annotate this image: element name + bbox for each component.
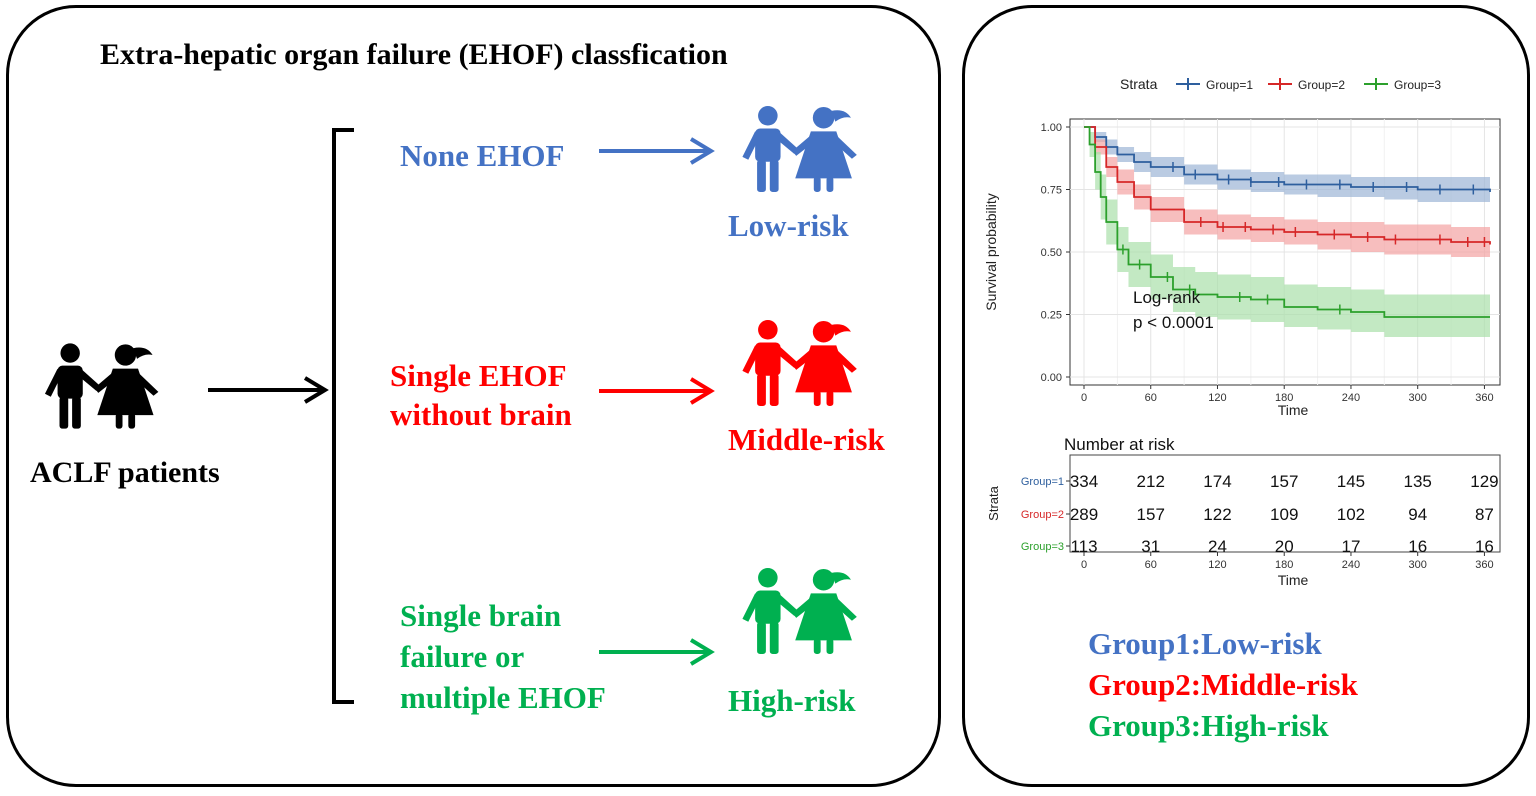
low-risk-label: Low-risk bbox=[728, 208, 849, 243]
bracket bbox=[332, 128, 354, 704]
risk-cell-group3: 31 bbox=[1141, 537, 1160, 556]
branch-brain-line3: multiple EHOF bbox=[400, 680, 606, 715]
risk-cell-group3: 20 bbox=[1275, 537, 1294, 556]
risk-cell-group1: 174 bbox=[1203, 472, 1231, 491]
branch-brain-line1: Single brain bbox=[400, 598, 562, 633]
branch-high-arrow bbox=[599, 638, 715, 666]
high-risk-couple-icon bbox=[742, 568, 857, 655]
risk-cell-group3: 16 bbox=[1408, 537, 1427, 556]
risk-row-label-1: Group=1 bbox=[1021, 476, 1064, 488]
x-tick-label: 180 bbox=[1275, 392, 1293, 404]
y-tick-label: 0.50 bbox=[1041, 247, 1062, 259]
kaplan-meier-chart: Strata Group=1 Group=2 Group=3 0.00 0.25 0.50 0… bbox=[983, 76, 1501, 588]
risk-x-tick-label: 60 bbox=[1145, 559, 1157, 571]
risk-cell-group1: 135 bbox=[1404, 472, 1432, 491]
x-tick-label: 60 bbox=[1145, 392, 1157, 404]
risk-x-tick-label: 360 bbox=[1475, 559, 1493, 571]
y-tick-label: 0.25 bbox=[1041, 310, 1062, 322]
branch-single-ehof-line2: without brain bbox=[390, 397, 572, 432]
risk-cell-group2: 289 bbox=[1070, 505, 1098, 524]
risk-cell-group1: 157 bbox=[1270, 472, 1298, 491]
risk-y-axis-label: Strata bbox=[986, 485, 1001, 520]
middle-risk-label: Middle-risk bbox=[728, 422, 885, 457]
branch-single-ehof-line1: Single EHOF bbox=[390, 358, 567, 393]
survival-curve-group2 bbox=[1084, 126, 1491, 245]
risk-cell-group3: 17 bbox=[1341, 537, 1360, 556]
group2-legend: Group2:Middle-risk bbox=[1088, 667, 1358, 702]
risk-row-label-2: Group=2 bbox=[1021, 509, 1064, 521]
risk-cell-group2: 109 bbox=[1270, 505, 1298, 524]
risk-cell-group3: 16 bbox=[1475, 537, 1494, 556]
branch-middle-arrow bbox=[599, 377, 715, 405]
y-tick-label: 1.00 bbox=[1041, 122, 1062, 134]
risk-cell-group2: 87 bbox=[1475, 505, 1494, 524]
legend-title: Strata bbox=[1120, 76, 1158, 92]
risk-table-title: Number at risk bbox=[1064, 435, 1175, 454]
survival-curve-group3 bbox=[1084, 126, 1490, 318]
high-risk-label: High-risk bbox=[728, 683, 856, 718]
legend-label-2: Group=2 bbox=[1298, 78, 1345, 92]
risk-cell-group2: 122 bbox=[1203, 505, 1231, 524]
logrank-annotation-line1: Log-rank bbox=[1133, 288, 1201, 307]
patients-label: ACLF patients bbox=[30, 456, 220, 489]
group1-legend: Group1:Low-risk bbox=[1088, 626, 1322, 661]
risk-x-axis-label: Time bbox=[1278, 572, 1309, 588]
risk-cell-group3: 113 bbox=[1070, 537, 1097, 556]
ci-band-group2 bbox=[1084, 127, 1490, 260]
x-tick-label: 360 bbox=[1475, 392, 1493, 404]
risk-cell-group1: 212 bbox=[1137, 472, 1165, 491]
branch-none-ehof-label: None EHOF bbox=[400, 138, 565, 173]
middle-risk-couple-icon bbox=[742, 320, 857, 407]
risk-table-panel bbox=[1069, 454, 1501, 553]
risk-x-tick-label: 0 bbox=[1081, 559, 1087, 571]
risk-x-tick-label: 240 bbox=[1342, 559, 1360, 571]
risk-cell-group3: 24 bbox=[1208, 537, 1227, 556]
x-axis-label: Time bbox=[1278, 402, 1309, 418]
risk-x-tick-label: 120 bbox=[1208, 559, 1226, 571]
risk-row-label-3: Group=3 bbox=[1021, 541, 1064, 553]
risk-cell-group1: 334 bbox=[1070, 472, 1098, 491]
x-tick-label: 240 bbox=[1342, 392, 1360, 404]
risk-cell-group2: 94 bbox=[1408, 505, 1427, 524]
risk-x-tick-label: 300 bbox=[1409, 559, 1427, 571]
main-arrow bbox=[208, 376, 329, 404]
branch-brain-line2: failure or bbox=[400, 639, 525, 674]
risk-cell-group1: 145 bbox=[1337, 472, 1365, 491]
risk-x-tick-label: 180 bbox=[1275, 559, 1293, 571]
classification-panel bbox=[6, 5, 941, 787]
survival-curve-group1 bbox=[1084, 126, 1491, 192]
risk-cell-group2: 102 bbox=[1337, 505, 1365, 524]
low-risk-couple-icon bbox=[742, 106, 857, 193]
x-tick-label: 300 bbox=[1409, 392, 1427, 404]
legend-label-1: Group=1 bbox=[1206, 78, 1253, 92]
branch-low-arrow bbox=[599, 137, 715, 165]
y-axis-label: Survival probability bbox=[983, 193, 999, 311]
x-tick-label: 120 bbox=[1208, 392, 1226, 404]
risk-cell-group2: 157 bbox=[1137, 505, 1165, 524]
y-tick-label: 0.00 bbox=[1041, 372, 1062, 384]
logrank-annotation-line2: p < 0.0001 bbox=[1133, 313, 1214, 332]
x-tick-label: 0 bbox=[1081, 392, 1087, 404]
risk-cell-group1: 129 bbox=[1470, 472, 1498, 491]
patients-icon bbox=[44, 343, 159, 429]
group3-legend: Group3:High-risk bbox=[1088, 708, 1329, 743]
legend-label-3: Group=3 bbox=[1394, 78, 1441, 92]
ci-band-group1 bbox=[1084, 127, 1490, 205]
ci-band-group3 bbox=[1084, 127, 1490, 337]
y-tick-label: 0.75 bbox=[1041, 185, 1062, 197]
diagram-title: Extra-hepatic organ failure (EHOF) class… bbox=[100, 38, 728, 71]
